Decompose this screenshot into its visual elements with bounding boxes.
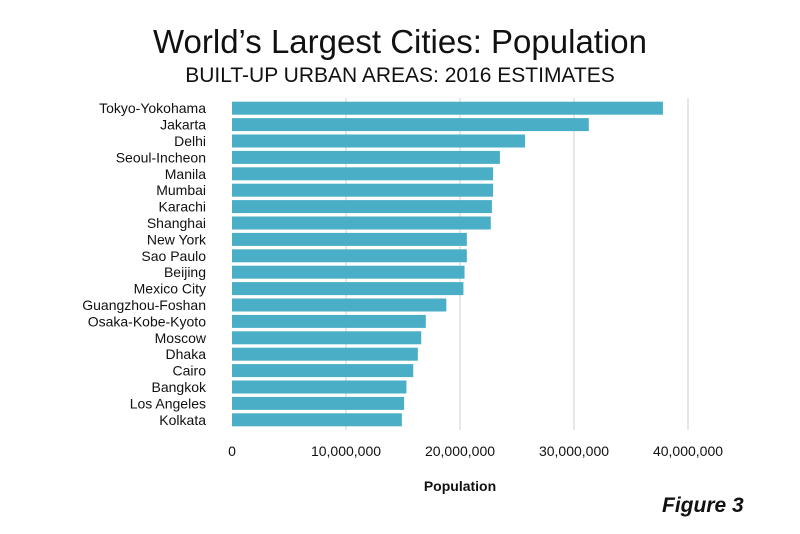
category-labels: Tokyo-YokohamaJakartaDelhiSeoul-IncheonM…	[82, 100, 207, 428]
category-label: Jakarta	[160, 117, 206, 133]
bar	[232, 347, 418, 361]
gridlines	[345, 98, 689, 430]
chart-subtitle: BUILT-UP URBAN AREAS: 2016 ESTIMATES	[185, 64, 615, 87]
category-label: Delhi	[174, 133, 206, 149]
category-label: Beijing	[164, 264, 206, 280]
bar	[232, 200, 492, 214]
bar	[232, 216, 491, 230]
x-tick-label: 30,000,000	[539, 443, 609, 459]
category-label: Shanghai	[147, 215, 206, 231]
bar	[232, 380, 407, 394]
category-label: Los Angeles	[130, 395, 206, 411]
category-label: Karachi	[159, 199, 206, 215]
bar	[232, 232, 467, 246]
category-label: Tokyo-Yokohama	[99, 100, 206, 116]
category-label: Kolkata	[159, 412, 206, 428]
figure-label: Figure 3	[662, 494, 744, 517]
category-label: Dhaka	[166, 346, 207, 362]
x-tick-labels: 0 10,000,000 20,000,000 30,000,000 40,000,00…	[228, 443, 723, 459]
x-tick-label: 10,000,000	[311, 443, 381, 459]
bar	[232, 282, 464, 296]
x-axis-label: Population	[424, 478, 496, 494]
x-tick-label: 0	[228, 443, 236, 459]
category-label: Seoul-Incheon	[116, 149, 206, 165]
x-tick-label: 20,000,000	[425, 443, 495, 459]
bar	[232, 298, 447, 312]
bar	[232, 396, 405, 410]
bar	[232, 331, 422, 345]
category-label: Moscow	[155, 330, 207, 346]
category-label: Osaka-Kobe-Kyoto	[88, 313, 206, 329]
bar	[232, 150, 500, 164]
bar	[232, 413, 402, 427]
category-label: Cairo	[173, 363, 207, 379]
category-label: Sao Paulo	[141, 248, 206, 264]
bar	[232, 134, 525, 148]
bars	[232, 101, 663, 427]
bar	[232, 167, 494, 181]
category-label: Manila	[165, 166, 206, 182]
chart-title: World’s Largest Cities: Population	[152, 23, 648, 60]
bar	[232, 364, 414, 378]
x-tick-label: 40,000,000	[653, 443, 723, 459]
category-label: Mexico City	[134, 281, 206, 297]
category-label: New York	[147, 231, 207, 247]
category-label: Bangkok	[152, 379, 207, 395]
bar	[232, 314, 426, 328]
bar	[232, 265, 465, 279]
category-label: Guangzhou-Foshan	[82, 297, 206, 313]
bar	[232, 249, 467, 263]
bar	[232, 118, 589, 132]
bar	[232, 183, 494, 197]
category-label: Mumbai	[156, 182, 206, 198]
bar	[232, 101, 663, 115]
